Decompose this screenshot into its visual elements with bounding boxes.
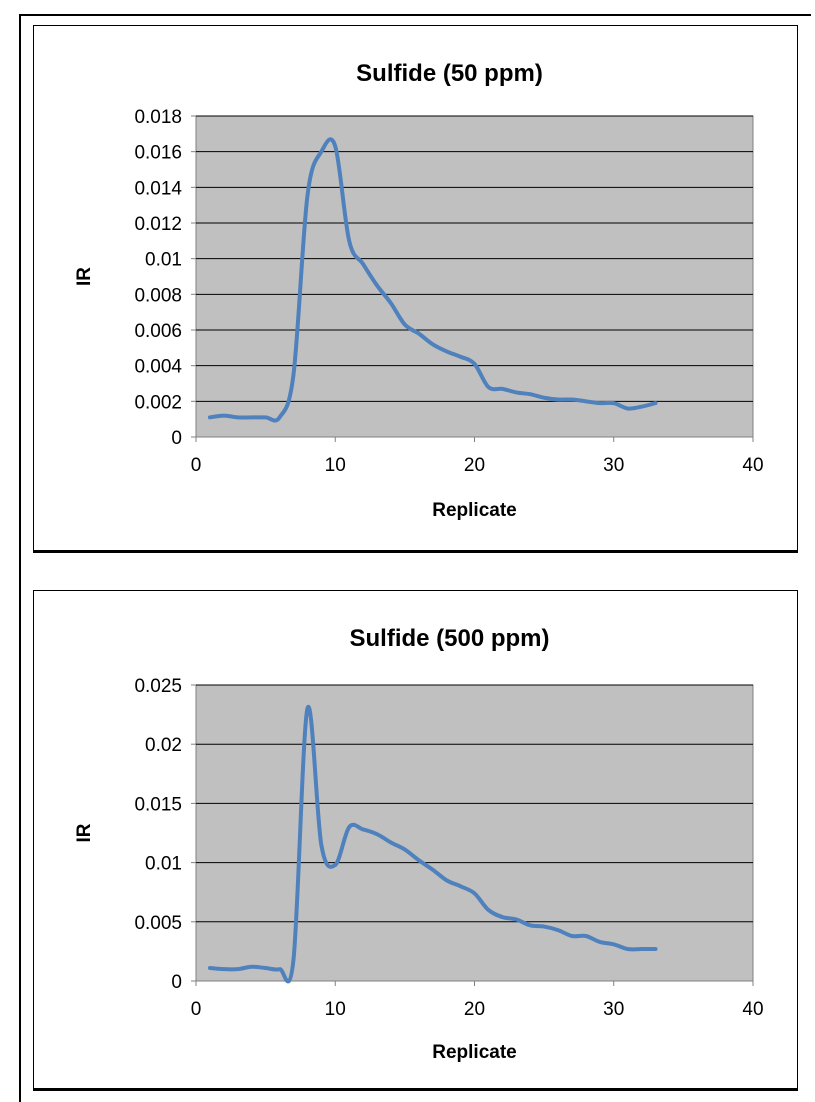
y-tick-label: 0.01 bbox=[145, 250, 182, 271]
y-tick-label: 0.008 bbox=[134, 285, 182, 306]
table-rule bbox=[33, 1089, 798, 1091]
y-tick-label: 0.016 bbox=[134, 143, 182, 164]
y-tick-label: 0 bbox=[171, 972, 182, 993]
x-tick-label: 40 bbox=[742, 999, 763, 1020]
y-tick-label: 0.005 bbox=[134, 913, 182, 934]
x-tick-label: 10 bbox=[325, 455, 346, 476]
x-tick-label: 0 bbox=[191, 999, 202, 1020]
x-tick-label: 0 bbox=[191, 455, 202, 476]
chart-50ppm: Sulfide (50 ppm) 0 0.002 0.004 0.006 0.008 0.0… bbox=[74, 60, 764, 521]
x-tick-label: 40 bbox=[742, 455, 763, 476]
plot-area bbox=[195, 115, 754, 438]
y-tick-label: 0.02 bbox=[145, 735, 182, 756]
y-axis-label: IR bbox=[74, 267, 95, 286]
x-axis-label: Replicate bbox=[432, 500, 516, 521]
y-tick-label: 0.006 bbox=[134, 321, 182, 342]
y-tick-label: 0.002 bbox=[134, 392, 182, 413]
x-axis-label: Replicate bbox=[432, 1042, 516, 1063]
plot-area bbox=[195, 684, 754, 982]
x-tick-label: 20 bbox=[464, 999, 485, 1020]
y-tick-label: 0.012 bbox=[134, 214, 182, 235]
table-rule bbox=[33, 551, 798, 553]
y-tick-label: 0.015 bbox=[134, 794, 182, 815]
data-series-line bbox=[207, 704, 658, 984]
y-tick-label: 0.018 bbox=[134, 107, 182, 128]
chart-panel-50ppm: Sulfide (50 ppm) 0 0.002 0.004 0.006 0.008 0.0… bbox=[33, 25, 798, 551]
chart-title: Sulfide (50 ppm) bbox=[356, 60, 543, 87]
y-tick-label: 0.025 bbox=[134, 676, 182, 697]
y-tick-label: 0.004 bbox=[134, 357, 182, 378]
y-tick-label: 0 bbox=[171, 428, 182, 449]
page-frame bbox=[19, 14, 811, 1102]
y-tick-label: 0.01 bbox=[145, 854, 182, 875]
x-tick-label: 20 bbox=[464, 455, 485, 476]
y-tick-label: 0.014 bbox=[134, 178, 182, 199]
y-axis-label: IR bbox=[74, 823, 95, 842]
chart-panel-500ppm: Sulfide (500 ppm) 0 0.005 0.01 0.015 0.02 0.02… bbox=[33, 590, 798, 1089]
x-tick-label: 30 bbox=[603, 999, 624, 1020]
data-series-line bbox=[207, 137, 658, 423]
chart-title: Sulfide (500 ppm) bbox=[349, 625, 549, 652]
x-tick-label: 30 bbox=[603, 455, 624, 476]
x-tick-label: 10 bbox=[325, 999, 346, 1020]
chart-500ppm: Sulfide (500 ppm) 0 0.005 0.01 0.015 0.02 0.02… bbox=[74, 625, 764, 1063]
